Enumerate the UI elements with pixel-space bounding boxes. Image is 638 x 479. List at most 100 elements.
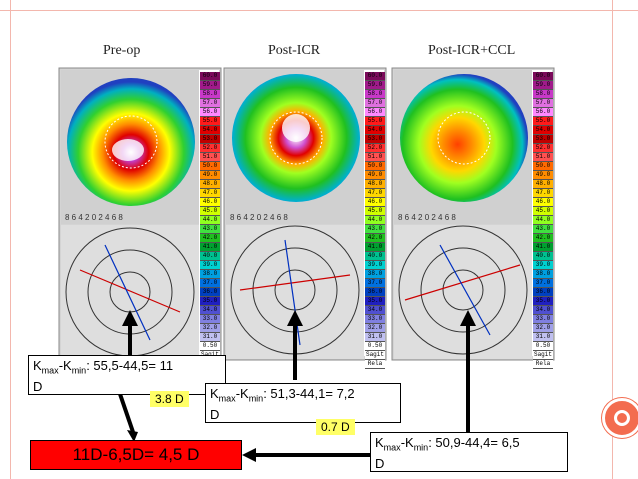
scale-value: 43.0 <box>533 225 553 234</box>
scale-value: 45.0 <box>365 207 385 216</box>
scale-value: 60.0 <box>533 72 553 81</box>
result-difference-box: 11D-6,5D= 4,5 D <box>30 440 242 470</box>
scale-value: 56.0 <box>533 108 553 117</box>
scale-value: 55.0 <box>200 117 220 126</box>
scale-value: 38.0 <box>533 270 553 279</box>
header-preop: Pre-op <box>103 43 141 58</box>
scale-value: 59.0 <box>365 81 385 90</box>
header-post-icr: Post-ICR <box>268 43 321 58</box>
scale-value: 41.0 <box>533 243 553 252</box>
scale-value: 45.0 <box>533 207 553 216</box>
frame-line-left <box>10 0 11 479</box>
post-icr-kmax-kmin-box: Kmax-Kmin: 51,3-44,1= 7,2 D <box>205 383 401 423</box>
scale-value: 50.0 <box>365 162 385 171</box>
scale-value: 59.0 <box>533 81 553 90</box>
scale-value: 34.0 <box>533 306 553 315</box>
scale-value: 33.0 <box>365 315 385 324</box>
scale-value: 42.0 <box>200 234 220 243</box>
scale-value: 57.0 <box>200 99 220 108</box>
scale-value: 59.0 <box>200 81 220 90</box>
scale-value: 54.0 <box>533 126 553 135</box>
scale-value: 48.0 <box>200 180 220 189</box>
scale-value: 48.0 <box>533 180 553 189</box>
circle-decoration <box>602 398 638 438</box>
scale-value: 54.0 <box>200 126 220 135</box>
scale-value: 49.0 <box>365 171 385 180</box>
scale-value: 47.0 <box>200 189 220 198</box>
scale-value: 54.0 <box>365 126 385 135</box>
preop-difference-badge: 3.8 D <box>150 391 189 407</box>
scale-value: 47.0 <box>365 189 385 198</box>
scale-value: 37.0 <box>200 279 220 288</box>
scale-value: 42.0 <box>533 234 553 243</box>
scale-value: 41.0 <box>200 243 220 252</box>
scale-value: 60.0 <box>200 72 220 81</box>
scale-value: 36.0 <box>200 288 220 297</box>
scale-value: 49.0 <box>533 171 553 180</box>
scale-value: 31.0 <box>365 333 385 342</box>
scale-value: 56.0 <box>365 108 385 117</box>
scale-value: 0.50 <box>365 342 385 351</box>
scale-value: 43.0 <box>365 225 385 234</box>
scale-value: 60.0 <box>365 72 385 81</box>
scale-value: 46.0 <box>200 198 220 207</box>
scale-value: 58.0 <box>200 90 220 99</box>
scale-value: 32.0 <box>533 324 553 333</box>
sagittal-label: Sagit <box>365 351 385 360</box>
scale-value: 45.0 <box>200 207 220 216</box>
scale-value: 46.0 <box>533 198 553 207</box>
scale-value: 44.0 <box>200 216 220 225</box>
scale-value: 36.0 <box>533 288 553 297</box>
scale-value: 37.0 <box>533 279 553 288</box>
preop-kmax-kmin-box: Kmax-Kmin: 55,5-44,5= 11 D <box>28 355 226 395</box>
frame-line-right <box>612 0 613 479</box>
scale-value: 40.0 <box>365 252 385 261</box>
scale-value: 51.0 <box>200 153 220 162</box>
scale-value: 52.0 <box>533 144 553 153</box>
scale-value: 0.50 <box>533 342 553 351</box>
scale-value: 46.0 <box>365 198 385 207</box>
scale-value: 35.0 <box>365 297 385 306</box>
scale-value: 50.0 <box>533 162 553 171</box>
scale-value: 31.0 <box>533 333 553 342</box>
post-icr-ccl-kmax-kmin-box: Kmax-Kmin: 50,9-44,4= 6,5 D <box>370 432 568 472</box>
scale-value: 44.0 <box>365 216 385 225</box>
scale-value: 34.0 <box>200 306 220 315</box>
scale-value: 39.0 <box>533 261 553 270</box>
color-scale-2: 60.0 59.0 58.0 57.0 56.0 55.0 54.0 53.0 52.0 51.0… <box>365 72 385 369</box>
color-scale-1: 60.0 59.0 58.0 57.0 56.0 55.0 54.0 53.0 52.0 51.0… <box>200 72 220 369</box>
scale-value: 33.0 <box>200 315 220 324</box>
frame-line-top <box>0 10 638 11</box>
scale-value: 44.0 <box>533 216 553 225</box>
scale-value: 39.0 <box>365 261 385 270</box>
scale-value: 48.0 <box>365 180 385 189</box>
sagittal-label: Sagit <box>533 351 553 360</box>
scale-value: 39.0 <box>200 261 220 270</box>
scale-value: 51.0 <box>365 153 385 162</box>
scale-value: 52.0 <box>200 144 220 153</box>
scale-value: 40.0 <box>533 252 553 261</box>
scale-value: 35.0 <box>200 297 220 306</box>
header-post-icr-ccl: Post-ICR+CCL <box>428 43 516 58</box>
post-icr-difference-badge: 0.7 D <box>316 419 355 435</box>
svg-text:8 6 4 2 0 2 4 6 8: 8 6 4 2 0 2 4 6 8 <box>230 213 288 222</box>
scale-value: 53.0 <box>365 135 385 144</box>
scale-value: 38.0 <box>200 270 220 279</box>
scale-value: 43.0 <box>200 225 220 234</box>
relative-label: Rela <box>533 360 553 369</box>
scale-value: 32.0 <box>200 324 220 333</box>
scale-value: 38.0 <box>365 270 385 279</box>
scale-value: 50.0 <box>200 162 220 171</box>
scale-value: 47.0 <box>533 189 553 198</box>
color-scale-3: 60.0 59.0 58.0 57.0 56.0 55.0 54.0 53.0 52.0 51.0… <box>533 72 553 369</box>
scale-value: 33.0 <box>533 315 553 324</box>
scale-value: 53.0 <box>533 135 553 144</box>
scale-value: 0.50 <box>200 342 220 351</box>
scale-value: 57.0 <box>365 99 385 108</box>
scale-value: 42.0 <box>365 234 385 243</box>
scale-value: 52.0 <box>365 144 385 153</box>
scale-value: 56.0 <box>200 108 220 117</box>
scale-value: 40.0 <box>200 252 220 261</box>
scale-value: 58.0 <box>365 90 385 99</box>
scale-value: 55.0 <box>533 117 553 126</box>
